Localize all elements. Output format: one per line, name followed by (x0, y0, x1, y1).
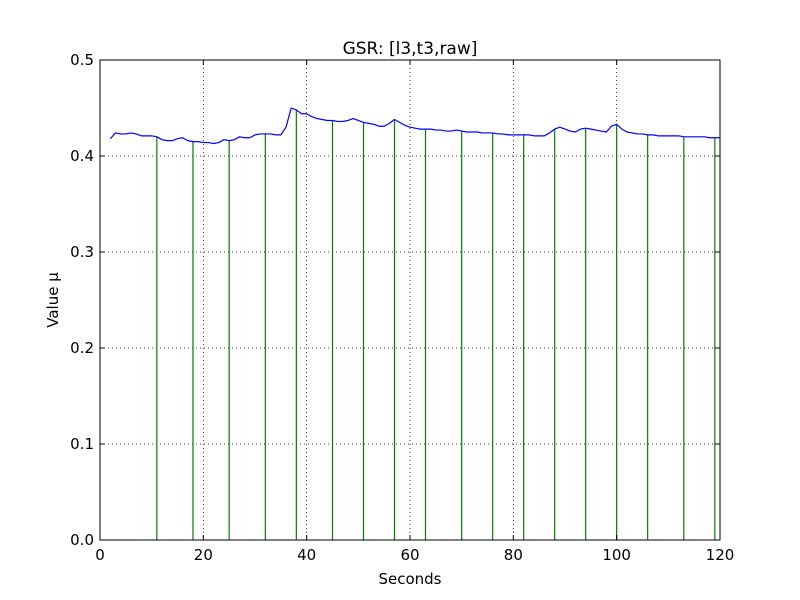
gsr-line (109, 107, 720, 145)
gsr-series (109, 107, 720, 145)
x-tick-labels: 0 20 40 60 80 100 120 (95, 546, 734, 564)
x-axis-label: Seconds (378, 570, 441, 588)
y-tick-label: 0.4 (70, 147, 94, 165)
x-tick-label: 120 (706, 546, 735, 564)
y-tick-label: 0.0 (70, 531, 94, 549)
y-tick-label: 0.1 (70, 435, 94, 453)
y-tick-label: 0.3 (70, 243, 94, 261)
x-tick-label: 60 (400, 546, 419, 564)
event-stems (156, 109, 716, 540)
x-tick-label: 0 (95, 546, 105, 564)
axis-ticks (99, 59, 721, 541)
y-tick-label: 0.2 (70, 339, 94, 357)
chart-title: GSR: [l3,t3,raw] (343, 39, 478, 59)
y-tick-label: 0.5 (70, 51, 94, 69)
x-tick-label: 20 (194, 546, 213, 564)
y-tick-labels: 0.0 0.1 0.2 0.3 0.4 0.5 (70, 51, 94, 549)
x-tick-label: 40 (297, 546, 316, 564)
x-tick-label: 80 (504, 546, 523, 564)
x-tick-label: 100 (602, 546, 631, 564)
y-axis-label: Value µ (44, 272, 62, 328)
